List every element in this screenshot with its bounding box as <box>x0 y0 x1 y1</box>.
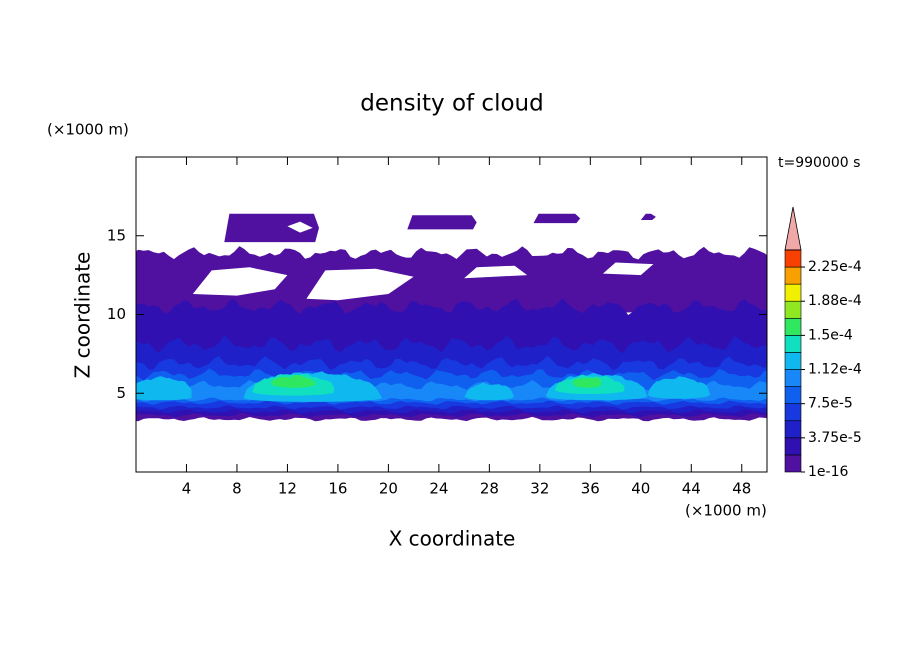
colorbar-band <box>784 454 802 473</box>
colorbar-band <box>784 300 802 319</box>
x-tick-label: 36 <box>581 480 600 498</box>
contour-region <box>640 213 656 220</box>
clear-sky <box>306 268 414 301</box>
y-unit: (×1000 m) <box>47 121 129 139</box>
colorbar-band <box>784 266 802 285</box>
colorbar-band <box>784 369 802 387</box>
colorbar-label: 1e-16 <box>808 464 848 480</box>
contour-region <box>407 215 477 230</box>
contour-region <box>464 382 515 401</box>
contour-region <box>533 213 581 224</box>
colorbar-extend <box>784 206 802 251</box>
annotation: t=990000 s <box>778 155 860 171</box>
x-axis-label: X coordinate <box>389 527 516 551</box>
contour-region <box>647 376 711 399</box>
chart-title: density of cloud <box>360 91 543 117</box>
clear-sky <box>192 267 288 296</box>
x-tick-label: 32 <box>530 480 549 498</box>
colorbar-band <box>784 352 802 370</box>
colorbar-label: 2.25e-4 <box>808 259 862 275</box>
colorbar-label: 1.88e-4 <box>808 293 862 309</box>
colorbar-band <box>784 249 802 268</box>
x-tick-label: 24 <box>429 480 448 498</box>
x-tick-label: 12 <box>278 480 297 498</box>
clear-sky <box>602 262 654 276</box>
colorbar-label: 1.12e-4 <box>808 362 862 378</box>
colorbar-label: 3.75e-5 <box>808 430 862 446</box>
x-tick-label: 8 <box>232 480 242 498</box>
colorbar-band <box>784 403 802 422</box>
x-tick-label: 28 <box>480 480 499 498</box>
y-tick-label: 10 <box>107 305 126 323</box>
x-tick-label: 44 <box>682 480 701 498</box>
x-tick-label: 16 <box>328 480 347 498</box>
clear-sky <box>287 221 313 233</box>
x-tick-label: 48 <box>732 480 751 498</box>
x-tick-label: 4 <box>182 480 192 498</box>
x-unit: (×1000 m) <box>685 502 767 520</box>
y-axis-label: Z coordinate <box>71 252 95 379</box>
x-tick-label: 20 <box>379 480 398 498</box>
colorbar-band <box>784 420 802 439</box>
contour-region <box>224 213 319 243</box>
contour-region <box>271 374 316 388</box>
colorbar-band <box>784 335 802 353</box>
y-tick-label: 15 <box>107 226 126 244</box>
colorbar-band <box>784 317 802 336</box>
contour-field <box>136 213 767 422</box>
contour-region <box>136 376 192 401</box>
colorbar-band <box>784 437 802 456</box>
colorbar-band <box>784 386 802 404</box>
contour-region <box>572 377 601 388</box>
colorbar-label: 1.5e-4 <box>808 327 853 343</box>
colorbar-label: 7.5e-5 <box>808 396 853 412</box>
clear-sky <box>464 265 528 279</box>
y-tick-label: 5 <box>116 384 126 402</box>
colorbar-band <box>784 283 802 302</box>
x-tick-label: 40 <box>631 480 650 498</box>
